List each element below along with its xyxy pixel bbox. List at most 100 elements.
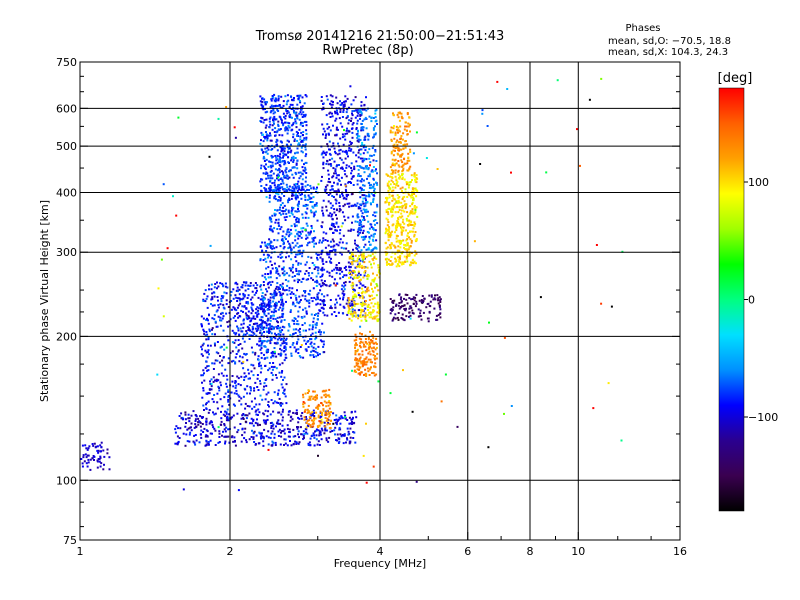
data-point — [352, 257, 355, 260]
data-point — [348, 299, 351, 301]
data-point — [275, 218, 278, 221]
data-point — [338, 149, 341, 152]
data-point — [304, 229, 307, 231]
data-point — [272, 362, 275, 364]
data-point — [372, 201, 375, 203]
data-point — [350, 143, 353, 146]
data-point — [342, 296, 345, 299]
data-point — [335, 272, 338, 275]
data-point — [272, 120, 275, 123]
data-point — [368, 195, 371, 198]
data-point — [302, 111, 305, 114]
data-point — [252, 418, 255, 421]
data-point — [265, 188, 268, 191]
data-point — [276, 327, 279, 330]
data-point — [259, 259, 262, 262]
data-point — [323, 394, 326, 397]
data-point — [250, 363, 253, 366]
data-point — [403, 246, 405, 249]
data-point — [340, 176, 343, 179]
data-point — [280, 320, 283, 323]
data-point — [334, 150, 336, 153]
x-tick-label: 8 — [527, 545, 534, 558]
data-point — [317, 416, 320, 419]
data-point — [271, 374, 274, 377]
data-point — [296, 204, 299, 206]
data-point — [225, 374, 228, 377]
data-point — [387, 258, 390, 261]
data-point — [556, 79, 559, 82]
data-point — [259, 180, 262, 183]
data-point — [327, 422, 330, 424]
data-point — [280, 349, 283, 352]
data-point — [335, 421, 338, 424]
data-point — [313, 396, 316, 399]
data-point — [277, 272, 280, 275]
data-point — [267, 174, 269, 177]
data-point — [367, 175, 370, 178]
data-point — [297, 430, 300, 433]
data-point — [260, 120, 263, 123]
data-point — [202, 404, 205, 407]
data-point — [267, 339, 270, 342]
data-point — [365, 256, 368, 258]
data-point — [261, 250, 264, 253]
data-point — [313, 242, 316, 245]
data-point — [277, 120, 280, 123]
data-point — [339, 433, 342, 436]
data-point — [303, 436, 305, 439]
data-point — [316, 269, 319, 272]
data-point — [311, 332, 314, 335]
data-point — [274, 127, 277, 130]
data-point — [395, 178, 398, 181]
data-point — [350, 255, 353, 258]
data-point — [373, 135, 375, 138]
data-point — [327, 404, 330, 407]
data-point — [230, 436, 233, 439]
data-point — [329, 426, 332, 429]
data-point — [313, 264, 316, 267]
data-point — [290, 95, 293, 98]
data-point — [268, 405, 270, 408]
data-point — [301, 178, 304, 181]
data-point — [243, 372, 246, 375]
data-point — [398, 293, 401, 296]
data-point — [333, 208, 336, 211]
data-point — [399, 242, 402, 245]
data-point — [276, 177, 278, 180]
data-point — [284, 121, 286, 124]
data-point — [336, 153, 339, 156]
data-point — [225, 419, 228, 422]
data-point — [246, 405, 249, 407]
data-point — [355, 204, 358, 207]
data-point — [329, 413, 331, 416]
data-point — [278, 316, 281, 319]
data-point — [247, 302, 250, 305]
data-point — [364, 307, 367, 310]
data-point — [189, 426, 192, 429]
data-point — [225, 385, 228, 388]
data-point — [297, 97, 300, 100]
data-point — [403, 297, 405, 300]
data-point — [370, 266, 373, 269]
data-point — [252, 438, 255, 440]
data-point — [309, 354, 312, 357]
data-point — [301, 252, 304, 255]
data-point — [364, 334, 367, 337]
data-point — [300, 113, 303, 116]
data-point — [261, 105, 264, 108]
data-point — [306, 300, 309, 303]
data-point — [292, 246, 295, 249]
data-point — [357, 270, 360, 273]
data-point — [282, 391, 285, 394]
data-point — [356, 111, 359, 113]
data-point — [331, 269, 334, 272]
data-point — [344, 416, 346, 419]
data-point — [310, 338, 313, 341]
data-point — [396, 144, 399, 146]
data-point — [312, 206, 315, 209]
data-point — [206, 369, 209, 372]
data-point — [344, 284, 347, 287]
data-point — [259, 142, 262, 145]
data-point — [262, 259, 265, 261]
